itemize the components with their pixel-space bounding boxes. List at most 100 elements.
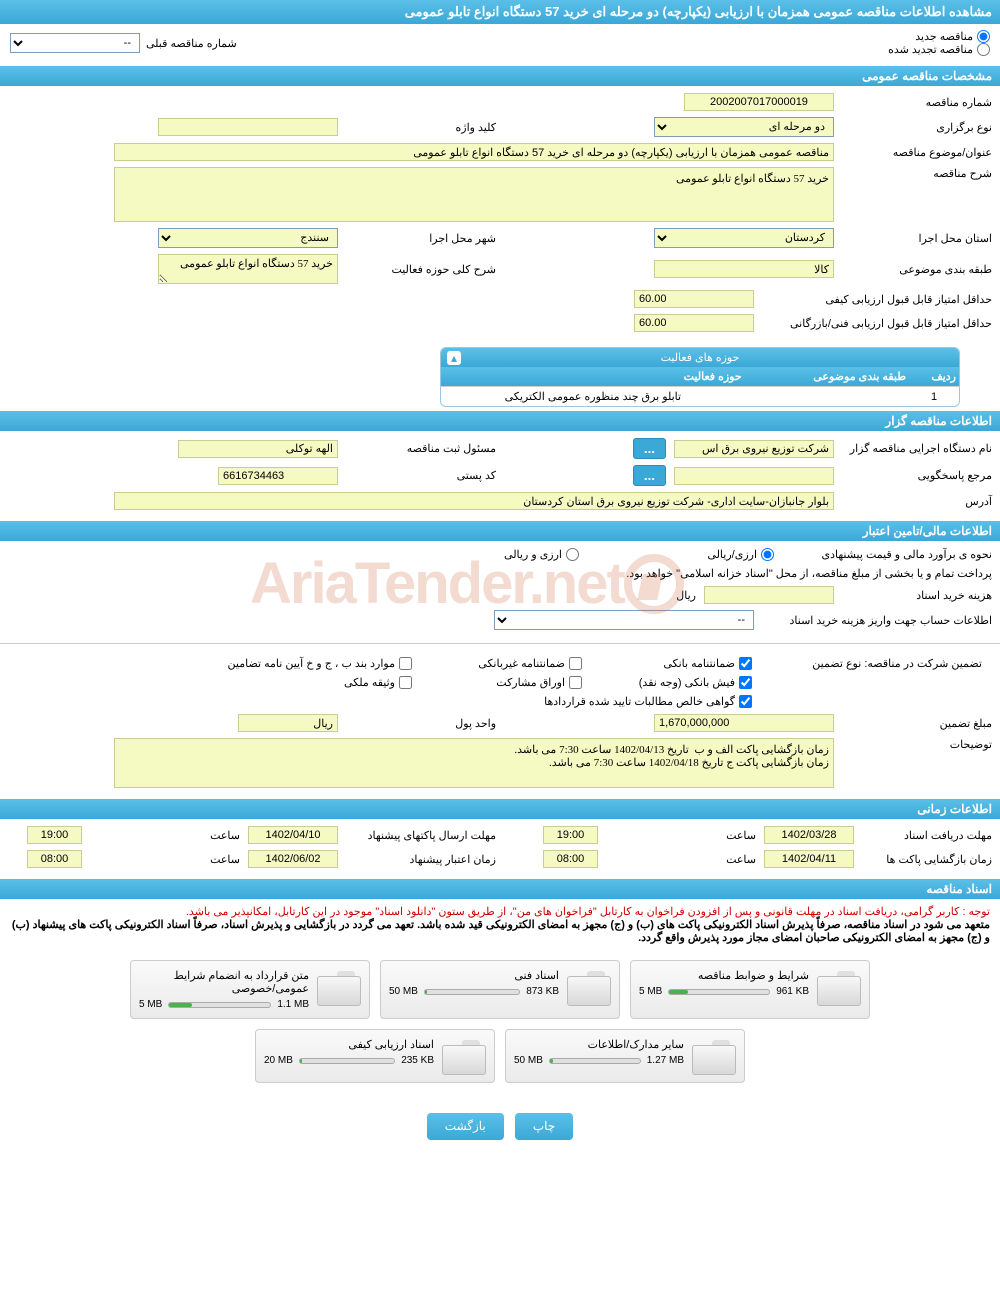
exec-lookup-button[interactable]: ... — [633, 438, 666, 459]
doc-cost-label: هزینه خرید اسناد — [842, 589, 992, 602]
docs-notice: توجه : کاربر گرامی، دریافت اسناد در مهلت… — [0, 899, 1000, 950]
opening-time[interactable] — [543, 850, 598, 868]
file-title: اسناد فنی — [389, 969, 559, 982]
receivables-checkbox[interactable] — [739, 695, 752, 708]
back-button[interactable]: بازگشت — [427, 1113, 504, 1140]
new-tender-radio[interactable] — [977, 30, 990, 43]
address-input[interactable] — [114, 492, 834, 510]
file-progress — [299, 1058, 395, 1064]
file-max: 5 MB — [639, 986, 662, 997]
file-title: شرایط و ضوابط مناقصه — [639, 969, 809, 982]
exec-input[interactable] — [674, 440, 834, 458]
proposal-deadline-date[interactable] — [248, 826, 338, 844]
doc-cost-input[interactable] — [704, 586, 834, 604]
file-size: 235 KB — [401, 1055, 434, 1066]
holding-type-select[interactable]: دو مرحله ای — [654, 117, 834, 137]
postal-input[interactable] — [218, 467, 338, 485]
file-progress — [168, 1002, 271, 1008]
keyword-input[interactable] — [158, 118, 338, 136]
receivables-label: گواهی خالص مطالبات تایید شده قراردادها — [544, 695, 735, 708]
doc-cost-unit: ريال — [676, 589, 696, 602]
file-grid: شرایط و ضوابط مناقصه 5 MB 961 KB اسناد فنی 5… — [0, 950, 1000, 1093]
file-card[interactable]: اسناد ارزیابی کیفی20 MB235 KB — [255, 1029, 495, 1083]
account-select[interactable]: -- — [494, 610, 754, 630]
time-label: ساعت — [606, 829, 756, 842]
validity-label: زمان اعتبار پیشنهاد — [346, 853, 496, 866]
postal-label: کد پستی — [346, 469, 496, 482]
clauses-checkbox[interactable] — [399, 657, 412, 670]
min-tech-input[interactable] — [634, 314, 754, 332]
time-label: ساعت — [90, 853, 240, 866]
province-label: استان محل اجرا — [842, 232, 992, 245]
prev-number-select[interactable]: -- — [10, 33, 140, 53]
doc-deadline-time[interactable] — [543, 826, 598, 844]
subject-input[interactable] — [114, 143, 834, 161]
doc-deadline-date[interactable] — [764, 826, 854, 844]
file-card[interactable]: شرایط و ضوابط مناقصه 5 MB 961 KB — [630, 960, 870, 1019]
file-max: 5 MB — [139, 999, 162, 1010]
file-progress — [424, 989, 520, 995]
folder-icon — [567, 969, 611, 1005]
keyword-label: کلید واژه — [346, 121, 496, 134]
renewed-tender-radio[interactable] — [977, 43, 990, 56]
file-max: 20 MB — [264, 1055, 293, 1066]
time-label: ساعت — [606, 853, 756, 866]
validity-time[interactable] — [27, 850, 82, 868]
print-button[interactable]: چاپ — [515, 1113, 573, 1140]
folder-icon — [817, 969, 861, 1005]
province-select[interactable]: کردستان — [654, 228, 834, 248]
file-card[interactable]: متن قرارداد به انضمام شرایط عمومی/خصوصی5… — [130, 960, 370, 1019]
file-card[interactable]: اسناد فنی 50 MB 873 KB — [380, 960, 620, 1019]
response-input[interactable] — [674, 467, 834, 485]
file-card[interactable]: سایر مدارک/اطلاعات 50 MB 1.27 MB — [505, 1029, 745, 1083]
activity-panel-header: حوزه های فعالیت ▴ — [441, 348, 959, 367]
currency-foreign-radio[interactable] — [566, 548, 579, 561]
currency-rial-label: ارزی/ریالی — [607, 548, 757, 561]
activity-cell: تابلو برق چند منظوره عمومی الکتریکی — [441, 387, 745, 407]
desc-textarea[interactable]: خرید 57 دستگاه انواع تابلو عمومی — [114, 167, 834, 222]
activity-scope-input[interactable]: خرید 57 دستگاه انواع تابلو عمومی — [158, 254, 338, 284]
response-lookup-button[interactable]: ... — [633, 465, 666, 486]
proposal-deadline-time[interactable] — [27, 826, 82, 844]
nonbank-guarantee-label: ضمانتنامه غیربانکی — [478, 657, 565, 670]
address-label: آدرس — [842, 495, 992, 508]
opening-date[interactable] — [764, 850, 854, 868]
city-select[interactable]: سنندج — [158, 228, 338, 248]
doc-deadline-label: مهلت دریافت اسناد — [862, 829, 992, 842]
file-progress — [549, 1058, 641, 1064]
min-quality-label: حداقل امتیاز قابل قبول ارزیابی کیفی — [762, 293, 992, 306]
prev-number-label: شماره مناقصه قبلی — [146, 37, 237, 50]
unit-input[interactable] — [238, 714, 338, 732]
currency-rial-radio[interactable] — [761, 548, 774, 561]
shares-checkbox[interactable] — [569, 676, 582, 689]
guarantee-amount-input[interactable] — [654, 714, 834, 732]
collapse-icon[interactable]: ▴ — [447, 351, 461, 365]
file-size: 1.27 MB — [647, 1055, 684, 1066]
officer-input[interactable] — [178, 440, 338, 458]
activity-th-scope: حوزه فعالیت — [441, 367, 745, 387]
notes-label: توضیحات — [842, 738, 992, 751]
file-max: 50 MB — [389, 986, 418, 997]
file-size: 1.1 MB — [277, 999, 309, 1010]
validity-date[interactable] — [248, 850, 338, 868]
bank-receipt-label: فیش بانکی (وجه نقد) — [639, 676, 735, 689]
min-quality-input[interactable] — [634, 290, 754, 308]
activity-th-category: طبقه بندی موضوعی — [745, 367, 909, 387]
nonbank-guarantee-checkbox[interactable] — [569, 657, 582, 670]
tender-number-input[interactable] — [684, 93, 834, 111]
file-max: 50 MB — [514, 1055, 543, 1066]
exec-label: نام دستگاه اجرایی مناقصه گزار — [842, 442, 992, 455]
notes-textarea[interactable]: زمان بازگشایی پاکت الف و ب تاریخ 1402/04… — [114, 738, 834, 788]
activity-panel-title: حوزه های فعالیت — [661, 352, 740, 364]
officer-label: مسئول ثبت مناقصه — [346, 442, 496, 455]
file-size: 873 KB — [526, 986, 559, 997]
section-docs: اسناد مناقصه — [0, 879, 1000, 899]
file-title: سایر مدارک/اطلاعات — [514, 1038, 684, 1051]
file-size: 961 KB — [776, 986, 809, 997]
renewed-tender-label: مناقصه تجدید شده — [888, 43, 973, 56]
bank-receipt-checkbox[interactable] — [739, 676, 752, 689]
property-checkbox[interactable] — [399, 676, 412, 689]
bank-guarantee-checkbox[interactable] — [739, 657, 752, 670]
time-label: ساعت — [90, 829, 240, 842]
category-input[interactable] — [654, 260, 834, 278]
